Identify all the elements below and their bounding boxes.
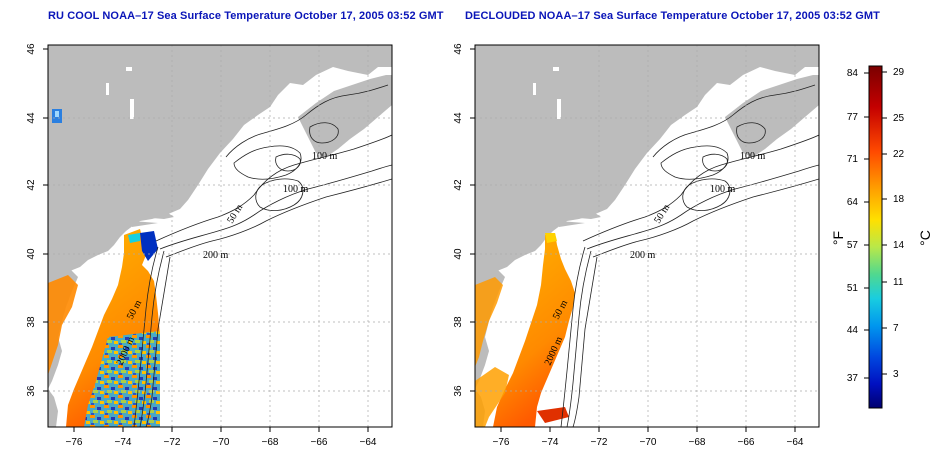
lat-tick-label: 44 <box>453 112 464 124</box>
celsius-tick-label: 29 <box>893 67 905 78</box>
lat-axis-raw: 36 38 40 42 44 46 <box>26 43 37 397</box>
contour-label-200m: 200 m <box>630 250 656 261</box>
lat-axis-declouded: 36 38 40 42 44 46 <box>453 43 464 397</box>
celsius-unit-label: °C <box>917 230 933 246</box>
celsius-tick-label: 25 <box>893 113 905 124</box>
lat-tick-label: 44 <box>26 112 37 124</box>
fahrenheit-tick-label: 64 <box>847 197 859 208</box>
lon-tick-label: −68 <box>262 437 279 448</box>
fahrenheit-ticks: 84 77 71 64 57 51 44 37 <box>847 68 859 384</box>
lat-tick-label: 42 <box>26 179 37 191</box>
lon-axis-raw: −76 −74 −72 −70 −68 −66 −64 <box>66 437 377 448</box>
fahrenheit-tick-label: 84 <box>847 68 859 79</box>
fahrenheit-tick-label: 57 <box>847 240 859 251</box>
fahrenheit-tick-label: 77 <box>847 112 859 123</box>
fahrenheit-tick-label: 44 <box>847 325 859 336</box>
contour-label-100m-a: 100 m <box>312 151 338 162</box>
lon-tick-label: −76 <box>66 437 83 448</box>
lon-tick-label: −70 <box>640 437 657 448</box>
fahrenheit-tick-label: 37 <box>847 373 859 384</box>
lat-tick-label: 42 <box>453 179 464 191</box>
grid-raw <box>48 45 392 427</box>
lat-tick-label: 40 <box>453 248 464 260</box>
fahrenheit-unit-label: °F <box>830 231 846 245</box>
colorbar-gradient <box>868 65 883 409</box>
celsius-tick-label: 11 <box>893 277 904 288</box>
celsius-tick-label: 3 <box>893 369 899 380</box>
contour-label-100m-a: 100 m <box>740 151 766 162</box>
lat-tick-label: 36 <box>453 385 464 397</box>
lon-tick-label: −76 <box>493 437 510 448</box>
celsius-tick-label: 18 <box>893 194 905 205</box>
lat-tick-label: 38 <box>453 316 464 328</box>
fahrenheit-tick-label: 71 <box>847 154 859 165</box>
lon-tick-label: −64 <box>787 437 804 448</box>
fahrenheit-tick-label: 51 <box>847 283 859 294</box>
map-title-raw: RU COOL NOAA–17 Sea Surface Temperature … <box>48 10 444 22</box>
lon-axis-declouded: −76 −74 −72 −70 −68 −66 −64 <box>493 437 804 448</box>
map-panel-raw: 100 m 100 m 50 m 200 m 50 m 2000 m −76 −… <box>26 43 393 448</box>
lat-tick-label: 36 <box>26 385 37 397</box>
colorbar: 84 77 71 64 57 51 44 37 29 25 22 18 14 1… <box>830 65 933 409</box>
lon-tick-label: −72 <box>164 437 181 448</box>
lon-tick-label: −72 <box>591 437 608 448</box>
celsius-tick-label: 14 <box>893 240 905 251</box>
contour-label-100m-b: 100 m <box>283 184 309 195</box>
grid-declouded <box>475 45 819 427</box>
lon-tick-label: −66 <box>311 437 328 448</box>
celsius-tick-label: 22 <box>893 149 905 160</box>
celsius-ticks: 29 25 22 18 14 11 7 3 <box>893 67 905 380</box>
lon-tick-label: −68 <box>689 437 706 448</box>
map-title-declouded: DECLOUDED NOAA–17 Sea Surface Temperatur… <box>465 10 880 22</box>
celsius-tick-label: 7 <box>893 323 899 334</box>
contour-label-100m-b: 100 m <box>710 184 736 195</box>
lon-tick-label: −64 <box>360 437 377 448</box>
lat-tick-label: 46 <box>453 43 464 55</box>
lon-tick-label: −66 <box>738 437 755 448</box>
lon-tick-label: −74 <box>542 437 559 448</box>
lon-tick-label: −70 <box>213 437 230 448</box>
lat-tick-label: 40 <box>26 248 37 260</box>
contour-label-200m: 200 m <box>203 250 229 261</box>
lat-tick-label: 46 <box>26 43 37 55</box>
map-panel-declouded: 100 m 100 m 50 m 200 m 50 m 2000 m −76 −… <box>453 43 820 448</box>
lat-tick-label: 38 <box>26 316 37 328</box>
lon-tick-label: −74 <box>115 437 132 448</box>
